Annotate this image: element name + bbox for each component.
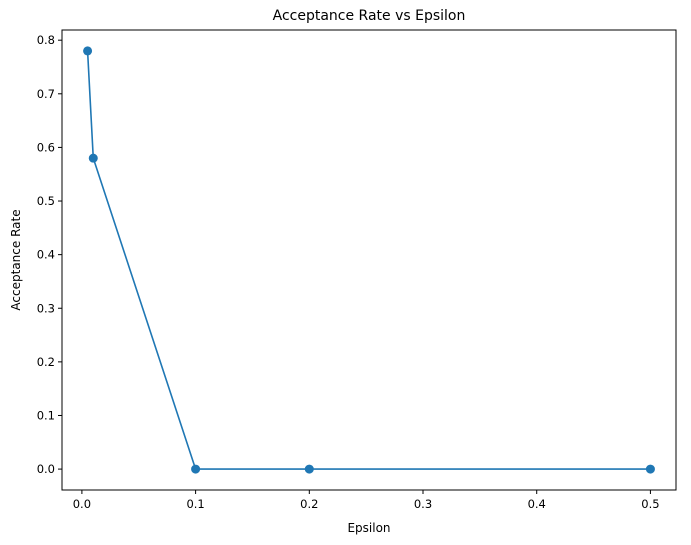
data-point <box>191 464 201 474</box>
y-axis-label: Acceptance Rate <box>9 209 23 310</box>
x-axis-label: Epsilon <box>347 521 390 535</box>
y-tick-label: 0.0 <box>37 462 55 476</box>
y-tick-label: 0.8 <box>37 33 55 47</box>
y-tick-label: 0.5 <box>37 194 55 208</box>
x-tick-label: 0.0 <box>73 497 91 511</box>
x-tick-label: 0.2 <box>300 497 318 511</box>
data-point <box>88 153 98 163</box>
axes-frame <box>61 29 677 491</box>
y-tick-label: 0.6 <box>37 140 55 154</box>
x-tick-label: 0.4 <box>528 497 546 511</box>
y-tick-label: 0.4 <box>37 248 55 262</box>
data-point <box>645 464 655 474</box>
data-point <box>83 46 93 56</box>
chart-title: Acceptance Rate vs Epsilon <box>273 8 466 24</box>
y-tick-label: 0.3 <box>37 301 55 315</box>
y-tick-label: 0.2 <box>37 355 55 369</box>
x-tick-label: 0.5 <box>641 497 659 511</box>
x-tick-label: 0.1 <box>186 497 204 511</box>
y-tick-label: 0.1 <box>37 408 55 422</box>
plot-area: 0.0 0.1 0.2 0.3 0.4 0.5 0.0 0.1 0.2 0.3 0.4 0.5 0.6 0… <box>37 33 660 511</box>
y-tick-label: 0.7 <box>37 87 55 101</box>
x-tick-label: 0.3 <box>414 497 432 511</box>
data-point <box>304 464 314 474</box>
